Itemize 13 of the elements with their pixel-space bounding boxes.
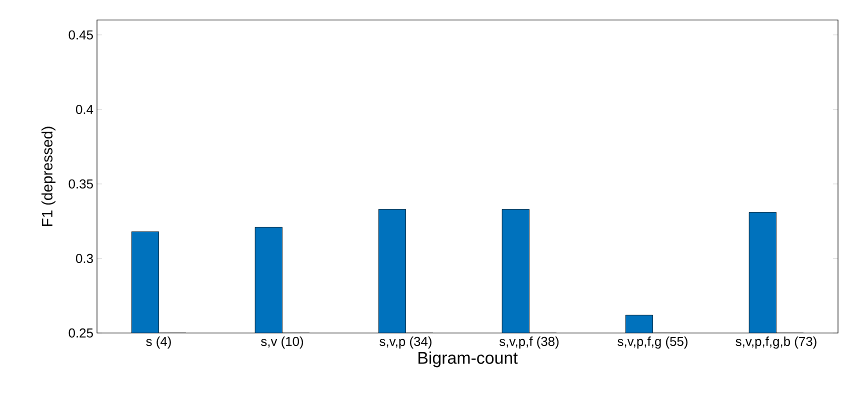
x-tick-label: s,v,p,f (38): [500, 336, 559, 349]
x-tick-label: s,v,p,f,g,b (73): [736, 336, 816, 349]
x-tick-label: s,v,p,f,g (55): [618, 336, 688, 349]
y-tick-label: 0.25: [68, 328, 93, 338]
y-tick-label: 0.4: [76, 104, 94, 114]
x-tick-label: s,v (10): [261, 336, 304, 349]
x-tick-label: s (4): [146, 336, 171, 349]
y-axis-title: F1 (depressed): [42, 126, 56, 226]
y-tick-label: 0.45: [68, 30, 93, 40]
x-axis-title: Bigram-count: [418, 351, 518, 368]
x-tick-label: s,v,p (34): [380, 336, 432, 349]
y-tick-label: 0.3: [76, 254, 93, 264]
y-tick-label: 0.35: [68, 179, 93, 189]
